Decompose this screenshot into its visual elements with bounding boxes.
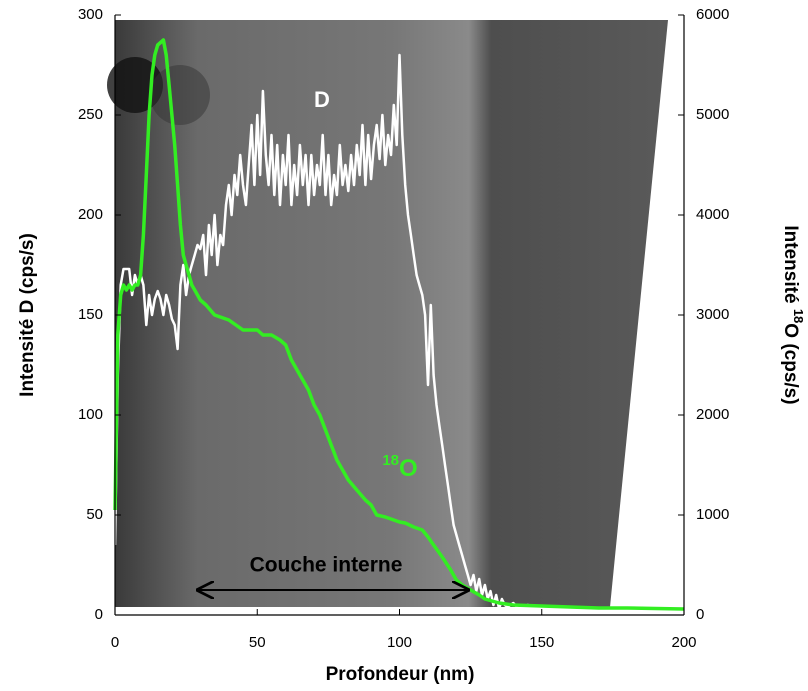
series-label-sup: 18 <box>382 452 399 469</box>
y-tick-label: 100 <box>78 406 103 423</box>
y-tick-label: 0 <box>95 606 103 623</box>
y2-tick-label: 0 <box>696 606 704 623</box>
y-tick-label: 200 <box>78 206 103 223</box>
y2-tick-label: 2000 <box>696 406 729 423</box>
x-tick-label: 50 <box>249 634 266 651</box>
x-tick-label: 150 <box>529 634 554 651</box>
data-line <box>113 53 542 611</box>
y2-tick-label: 3000 <box>696 306 729 323</box>
y-tick-label: 150 <box>78 306 103 323</box>
y2-tick-label: 5000 <box>696 106 729 123</box>
x-axis-label: Profondeur (nm) <box>326 664 475 685</box>
data-line <box>113 38 685 611</box>
annotation: Couche interne <box>250 554 403 577</box>
series-label-text: O <box>399 455 418 482</box>
tem-image-feature <box>150 65 210 125</box>
x-tick-label: 100 <box>387 634 412 651</box>
y-tick-label: 50 <box>86 506 103 523</box>
y-tick-label: 300 <box>78 6 103 23</box>
x-tick-label: 0 <box>111 634 119 651</box>
series-label: D <box>314 87 330 112</box>
y2-tick-label: 6000 <box>696 6 729 23</box>
y2-label-text: O (cps/s) <box>780 323 801 404</box>
y2-label-text: Intensité <box>780 225 801 308</box>
y-axis-label: Intensité D (cps/s) <box>17 233 38 397</box>
x-tick-label: 200 <box>671 634 696 651</box>
y2-tick-label: 1000 <box>696 506 729 523</box>
y2-label-sup: 18 <box>791 309 806 323</box>
y2-tick-label: 4000 <box>696 206 729 223</box>
y2-axis-label: Intensité 18O (cps/s) <box>780 225 806 404</box>
y-tick-label: 250 <box>78 106 103 123</box>
series-label: 18O <box>382 452 417 482</box>
